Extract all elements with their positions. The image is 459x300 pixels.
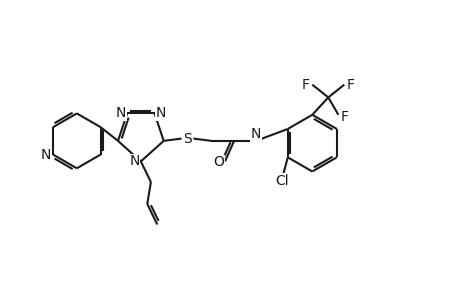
Text: F: F: [346, 78, 354, 92]
Text: N: N: [156, 106, 166, 120]
Text: Cl: Cl: [275, 174, 288, 188]
Text: O: O: [213, 155, 224, 169]
Text: S: S: [183, 132, 191, 145]
Text: F: F: [340, 110, 348, 124]
Text: N: N: [250, 128, 261, 142]
Text: N: N: [129, 154, 140, 168]
Text: N: N: [40, 148, 51, 162]
Text: F: F: [301, 78, 309, 92]
Text: N: N: [115, 106, 126, 120]
